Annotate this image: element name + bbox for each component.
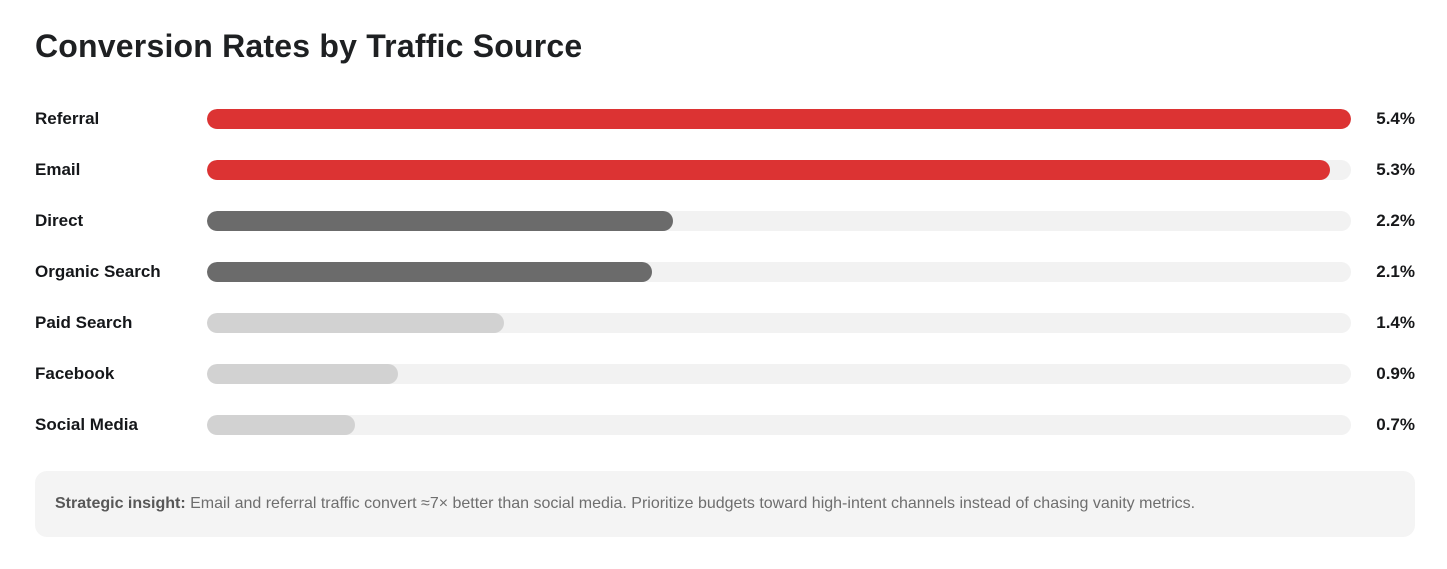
bar-label: Organic Search (35, 261, 161, 281)
bar-track (207, 210, 1351, 231)
bar-fill (207, 210, 674, 231)
bar-value: 2.2% (1376, 210, 1415, 230)
bar-fill (207, 312, 504, 333)
bar-value: 0.7% (1376, 414, 1415, 434)
bar-fill (207, 108, 1351, 129)
bar-row: Referral 5.4% (35, 93, 1415, 144)
bar-label: Social Media (35, 414, 138, 434)
bar-value: 5.3% (1376, 159, 1415, 179)
bar-track (207, 261, 1351, 282)
bar-label: Facebook (35, 363, 115, 383)
bar-label: Referral (35, 108, 100, 128)
bar-track (207, 414, 1351, 435)
bar-value: 0.9% (1376, 363, 1415, 383)
bar-row: Email 5.3% (35, 144, 1415, 195)
bar-chart: Referral 5.4% Email 5.3% Direct 2.2% Organic S… (35, 93, 1415, 450)
insight-text: Email and referral traffic convert ≈7× b… (185, 495, 1196, 512)
bar-fill (207, 261, 652, 282)
bar-row: Facebook 0.9% (35, 348, 1415, 399)
bar-track (207, 363, 1351, 384)
bar-label: Direct (35, 210, 84, 230)
bar-value: 1.4% (1376, 312, 1415, 332)
bar-row: Direct 2.2% (35, 195, 1415, 246)
bar-track (207, 312, 1351, 333)
bar-label: Paid Search (35, 312, 133, 332)
bar-fill (207, 363, 398, 384)
page-title: Conversion Rates by Traffic Source (35, 28, 583, 64)
insight-box: Strategic insight: Email and referral tr… (35, 471, 1415, 537)
bar-row: Social Media 0.7% (35, 399, 1415, 450)
bar-label: Email (35, 159, 81, 179)
bar-row: Organic Search 2.1% (35, 246, 1415, 297)
insight-label: Strategic insight: (55, 495, 186, 512)
bar-fill (207, 159, 1330, 180)
bar-track (207, 159, 1351, 180)
bar-value: 5.4% (1376, 108, 1415, 128)
conversion-chart-page: Conversion Rates by Traffic Source Refer… (35, 28, 1415, 537)
bar-row: Paid Search 1.4% (35, 297, 1415, 348)
bar-track (207, 108, 1351, 129)
bar-fill (207, 414, 356, 435)
bar-value: 2.1% (1376, 261, 1415, 281)
